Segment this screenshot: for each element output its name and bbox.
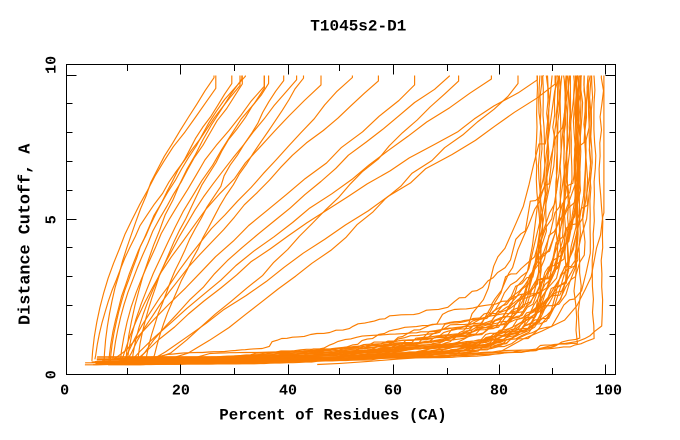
svg-text:60: 60 <box>384 383 402 400</box>
svg-text:10: 10 <box>44 56 61 74</box>
svg-text:5: 5 <box>44 215 61 224</box>
svg-text:0: 0 <box>60 383 69 400</box>
svg-text:T1045s2-D1: T1045s2-D1 <box>310 18 406 36</box>
svg-text:Percent of Residues (CA): Percent of Residues (CA) <box>219 407 447 425</box>
svg-text:40: 40 <box>279 383 297 400</box>
svg-text:100: 100 <box>595 383 622 400</box>
svg-text:80: 80 <box>490 383 508 400</box>
svg-text:Distance Cutoff, A: Distance Cutoff, A <box>17 143 36 325</box>
svg-text:20: 20 <box>172 383 190 400</box>
svg-text:0: 0 <box>44 370 61 379</box>
